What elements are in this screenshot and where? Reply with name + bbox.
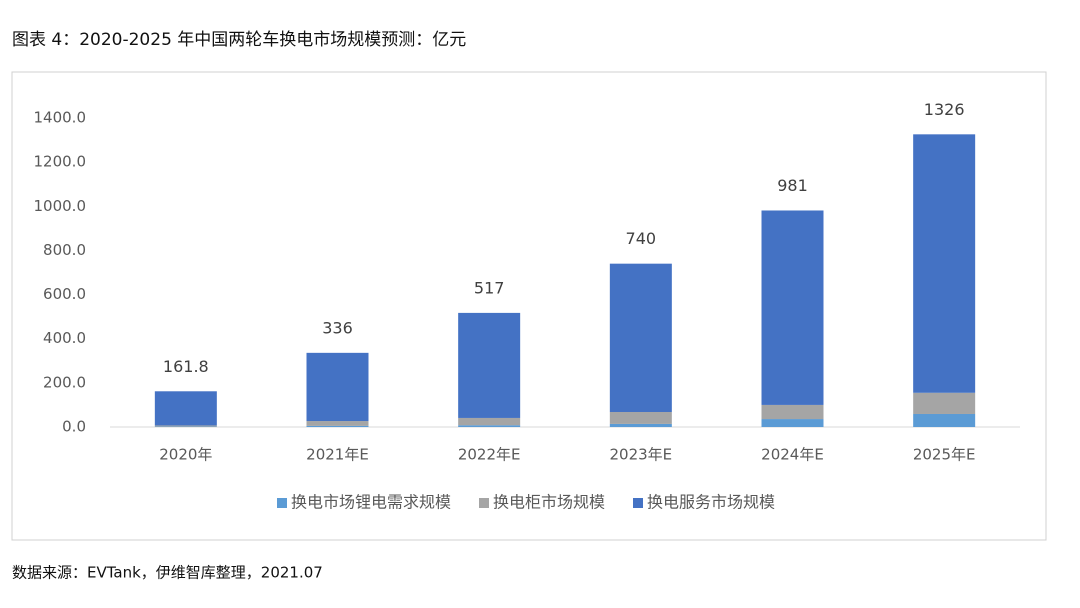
bar-segment [154, 425, 217, 427]
bar-segment [306, 425, 369, 427]
bar-segment [458, 425, 521, 427]
chart-frame [11, 71, 1047, 541]
bar-segment [913, 392, 976, 414]
bar-segment [761, 419, 824, 427]
bar-segment [458, 312, 521, 418]
y-tick-label: 1400.0 [34, 109, 87, 127]
legend-label: 换电柜市场规模 [493, 493, 605, 512]
bar-segment [306, 352, 369, 422]
bar-segment [458, 417, 521, 426]
legend-label: 换电市场锂电需求规模 [291, 493, 451, 512]
y-tick-label: 200.0 [43, 373, 86, 391]
y-tick-label: 1200.0 [34, 153, 87, 171]
chart-title: 图表 4：2020-2025 年中国两轮车换电市场规模预测：亿元 [12, 30, 466, 50]
bar-segment [913, 134, 976, 393]
x-tick-label: 2025年E [913, 446, 976, 464]
source: 数据来源：EVTank，伊维智库整理，2021.07 [12, 564, 323, 582]
bar-segment [306, 421, 369, 426]
total-label: 517 [474, 278, 505, 297]
x-tick-label: 2021年E [306, 446, 369, 464]
bar-segment [761, 404, 824, 420]
total-label: 1326 [924, 100, 965, 119]
x-tick-label: 2024年E [761, 446, 824, 464]
y-tick-label: 800.0 [43, 241, 86, 259]
total-label: 740 [626, 229, 657, 248]
y-tick-label: 400.0 [43, 329, 86, 347]
bar-segment [609, 423, 672, 427]
bar-segment [761, 210, 824, 405]
legend-swatch [277, 498, 287, 508]
x-tick-label: 2022年E [458, 446, 521, 464]
x-tick-label: 2020年 [159, 446, 212, 464]
bar-segment [913, 413, 976, 427]
bar-segment [609, 411, 672, 424]
total-label: 336 [322, 318, 353, 337]
y-tick-label: 0.0 [62, 418, 86, 436]
total-label: 981 [777, 176, 808, 195]
total-label: 161.8 [163, 357, 209, 376]
legend-swatch [479, 498, 489, 508]
bar-segment [154, 391, 217, 426]
legend-swatch [633, 498, 643, 508]
x-tick-label: 2023年E [610, 446, 673, 464]
legend-label: 换电服务市场规模 [647, 493, 775, 512]
y-tick-label: 600.0 [43, 285, 86, 303]
bar-segment [609, 263, 672, 412]
y-tick-label: 1000.0 [34, 197, 87, 215]
